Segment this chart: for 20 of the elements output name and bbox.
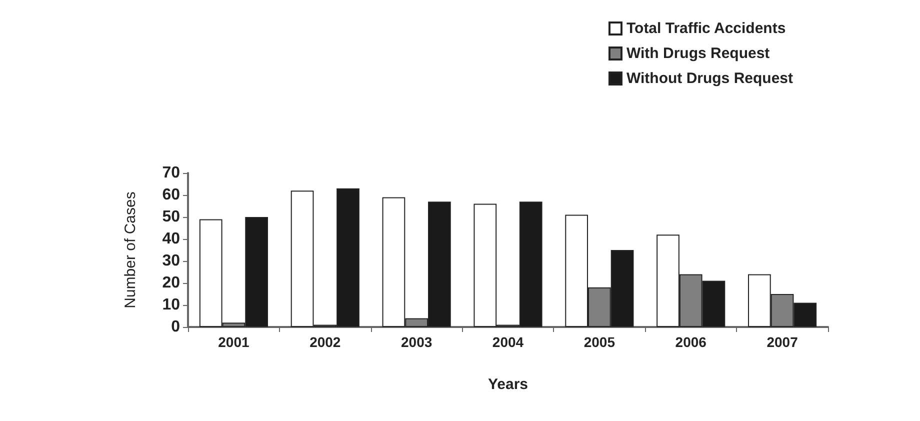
legend-label: Without Drugs Request — [626, 70, 794, 87]
y-tick-label: 20 — [162, 274, 180, 292]
x-tick-label: 2001 — [218, 334, 250, 350]
y-tick-label: 60 — [162, 186, 180, 204]
y-tick-label: 50 — [162, 208, 180, 226]
x-tick-label: 2006 — [675, 334, 707, 350]
y-axis-title: Number of Cases — [122, 192, 139, 308]
y-tick-label: 70 — [162, 164, 180, 182]
y-tick-label: 0 — [171, 318, 180, 336]
y-tick-label: 40 — [162, 230, 180, 248]
x-tick-label: 2003 — [400, 334, 432, 350]
x-tick-label: 2004 — [492, 334, 524, 350]
y-tick-label: 10 — [162, 296, 180, 314]
x-tick-label: 2002 — [310, 334, 341, 350]
legend-label: Total Traffic Accidents — [626, 20, 786, 37]
x-tick-label: 2007 — [766, 334, 798, 350]
x-axis-title: Years — [488, 376, 528, 393]
legend-label: With Drugs Request — [626, 45, 770, 62]
y-tick-label: 30 — [162, 252, 180, 270]
x-tick-label: 2005 — [584, 334, 616, 350]
